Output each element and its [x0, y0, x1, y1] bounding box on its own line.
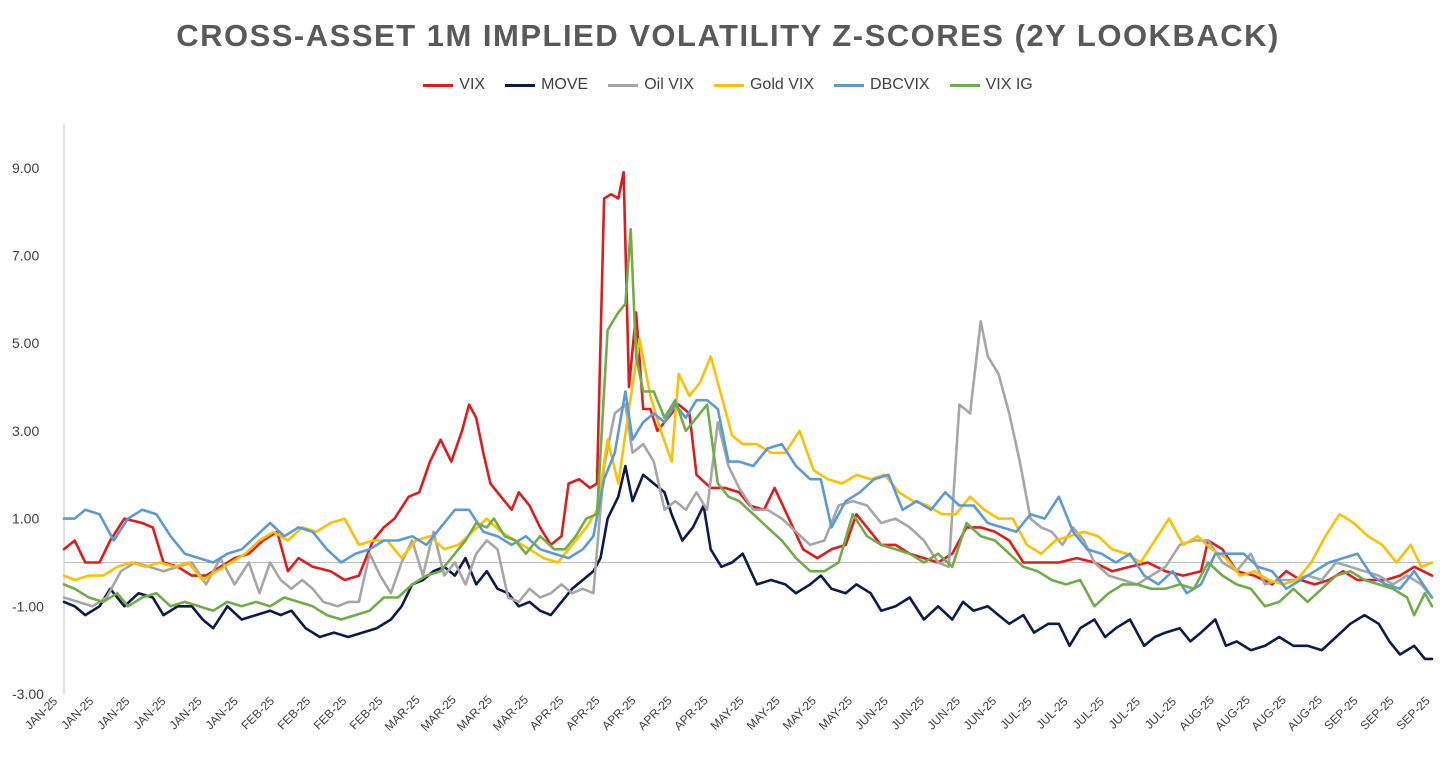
y-tick-label: -1.00 [12, 598, 44, 614]
legend-item-vix: VIX [423, 76, 485, 94]
x-tick-label: AUG-25 [1212, 693, 1253, 734]
legend-item-move: MOVE [505, 76, 588, 94]
legend-swatch [423, 83, 454, 87]
x-tick-label: JUL-25 [997, 694, 1034, 731]
y-tick-label: 9.00 [12, 160, 39, 176]
x-tick-label: MAY-25 [708, 693, 747, 732]
series-line-gold-vix [62, 337, 1434, 586]
y-tick-label: 5.00 [12, 335, 39, 351]
series-line-vix-ig [62, 227, 1434, 621]
x-tick-label: JUN-25 [924, 694, 963, 733]
x-tick-label: JAN-25 [203, 694, 241, 732]
x-tick-label: JAN-25 [58, 694, 96, 732]
legend-item-vix-ig: VIX IG [949, 76, 1033, 94]
x-tick-label: JUL-25 [1070, 694, 1107, 731]
x-tick-label: APR-25 [635, 693, 675, 733]
x-tick-label: FEB-25 [311, 694, 350, 733]
x-tick-label: AUG-25 [1176, 693, 1217, 734]
x-tick-label: SEP-25 [1357, 693, 1396, 732]
legend-swatch [505, 83, 536, 87]
x-tick-label: MAR-25 [454, 692, 495, 733]
legend-swatch [949, 83, 980, 87]
x-tick-label: MAY-25 [816, 693, 855, 732]
legend-label: VIX [459, 76, 486, 93]
legend-swatch [834, 83, 865, 87]
series-line-dbcvix [62, 390, 1434, 599]
legend-label: MOVE [541, 76, 589, 93]
y-tick-label: 3.00 [12, 423, 39, 439]
legend-item-oil-vix: Oil VIX [608, 76, 694, 94]
legend-label: DBCVIX [870, 76, 930, 93]
x-tick-label: FEB-25 [347, 694, 386, 733]
series-line-move [62, 464, 1434, 661]
x-tick-label: MAY-25 [780, 693, 819, 732]
x-tick-label: SEP-25 [1394, 693, 1433, 732]
x-tick-label: APR-25 [671, 693, 711, 733]
legend: VIX MOVE Oil VIX Gold VIX DBCVIX VIX IG [0, 76, 1456, 94]
x-tick-label: APR-25 [599, 693, 639, 733]
x-tick-label: FEB-25 [238, 694, 277, 733]
x-tick-label: JAN-25 [130, 694, 168, 732]
chart-title: CROSS-ASSET 1M IMPLIED VOLATILITY Z-SCOR… [176, 18, 1280, 53]
legend-label: VIX IG [985, 76, 1033, 93]
legend-item-gold-vix: Gold VIX [713, 76, 815, 94]
legend-item-dbcvix: DBCVIX [834, 76, 930, 94]
series-line-oil-vix [62, 319, 1434, 608]
x-tick-label: JAN-25 [166, 694, 204, 732]
x-tick-label: JAN-25 [94, 694, 132, 732]
legend-label: Gold VIX [749, 76, 815, 93]
legend-label: Oil VIX [644, 76, 694, 93]
x-tick-label: SEP-25 [1321, 693, 1360, 732]
x-tick-label: MAY-25 [744, 693, 783, 732]
x-tick-label: FEB-25 [275, 694, 314, 733]
x-tick-label: JUL-25 [1142, 694, 1179, 731]
x-tick-label: MAR-25 [490, 692, 531, 733]
y-tick-label: -3.00 [12, 686, 44, 702]
x-tick-label: AUG-25 [1248, 693, 1289, 734]
x-tick-label: MAR-25 [382, 692, 423, 733]
x-tick-label: JUL-25 [1033, 694, 1070, 731]
x-tick-label: JUN-25 [852, 694, 891, 733]
x-tick-label: JUN-25 [961, 694, 1000, 733]
x-tick-label: APR-25 [563, 693, 603, 733]
x-tick-label: JUN-25 [888, 694, 927, 733]
x-tick-label: JUL-25 [1106, 694, 1143, 731]
legend-swatch [608, 83, 639, 87]
y-tick-label: 7.00 [12, 248, 39, 264]
x-tick-label: APR-25 [527, 693, 567, 733]
x-tick-label: MAR-25 [418, 692, 459, 733]
y-tick-label: 1.00 [12, 511, 39, 527]
legend-swatch [713, 83, 744, 87]
x-tick-label: AUG-25 [1285, 693, 1326, 734]
